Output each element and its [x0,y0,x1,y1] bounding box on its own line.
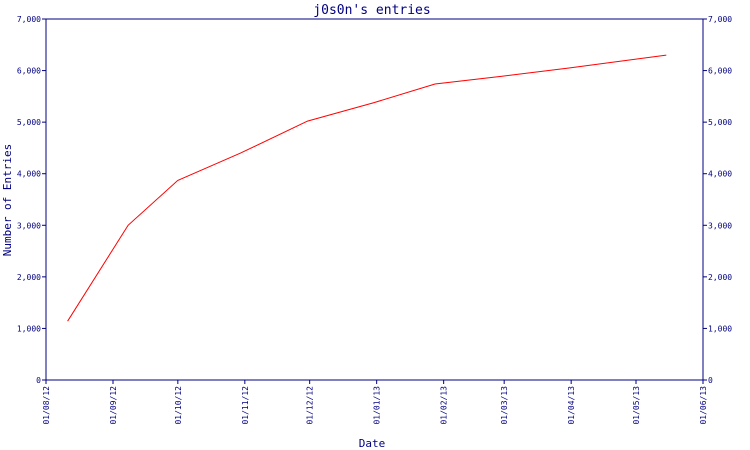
y-axis-left: 0 1,000 2,000 3,000 4,000 5,000 6,000 7,000 [17,15,46,385]
y-tick-label-right: 2,000 [708,273,732,282]
x-tick-label: 01/05/13 [632,386,641,425]
y-axis-right: 0 1,000 2,000 3,000 4,000 5,000 6,000 7,000 [703,15,732,385]
y-tick-label-right: 1,000 [708,324,732,333]
y-tick-label-left: 1,000 [17,324,41,333]
y-tick-label-left: 3,000 [17,221,41,230]
y-tick-label-left: 2,000 [17,273,41,282]
y-axis-label: Number of Entries [1,144,14,257]
x-tick-label: 01/09/12 [109,386,118,425]
y-tick-label-right: 5,000 [708,118,732,127]
x-tick-label: 01/10/12 [174,386,183,425]
x-tick-label: 01/11/12 [241,386,250,425]
y-tick-label-right: 4,000 [708,170,732,179]
y-tick-label-right: 7,000 [708,15,732,24]
series-group [67,54,667,322]
x-axis-label: Date [359,437,386,450]
x-tick-label: 01/03/13 [500,386,509,425]
series-line [67,54,667,322]
plot-area-frame [45,18,704,381]
y-tick-label-left: 4,000 [17,170,41,179]
y-tick-label-right: 0 [708,376,713,385]
y-tick-label-left: 6,000 [17,67,41,76]
x-tick-label: 01/12/12 [306,386,315,425]
y-tick-label-left: 7,000 [17,15,41,24]
x-tick-label: 01/04/13 [567,386,576,425]
x-tick-label: 01/01/13 [373,386,382,425]
x-axis: 01/08/12 01/09/12 01/10/12 01/11/12 01/12/12… [42,380,708,425]
x-tick-label: 01/06/13 [699,386,708,425]
x-tick-label: 01/08/12 [42,386,51,425]
y-tick-label-left: 5,000 [17,118,41,127]
x-tick-label: 01/02/13 [440,386,449,425]
y-tick-label-right: 3,000 [708,221,732,230]
y-tick-label-right: 6,000 [708,67,732,76]
y-tick-label-left: 0 [36,376,41,385]
chart-title: j0s0n's entries [313,3,430,18]
